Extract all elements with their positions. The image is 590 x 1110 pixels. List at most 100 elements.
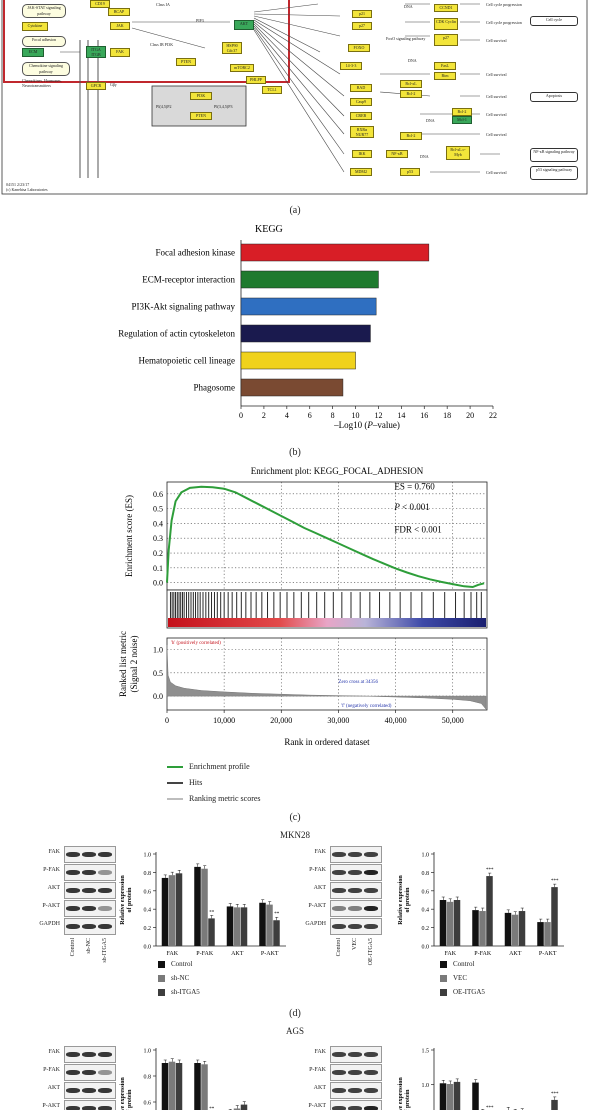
sig-1: *** bbox=[486, 1106, 494, 1110]
box-jak: JAK bbox=[110, 22, 130, 30]
text-cell-survival-6: Cell survival bbox=[486, 170, 507, 175]
bar-0-1 bbox=[446, 1083, 454, 1110]
category-label-2: AKT bbox=[509, 951, 522, 957]
bar-0-1 bbox=[168, 1061, 176, 1110]
bar-3-1 bbox=[266, 904, 273, 946]
panel-d-title: MKN28 bbox=[279, 830, 310, 840]
gsea-xtick-label-4: 40,000 bbox=[385, 716, 407, 725]
text-cell-survival-4: Cell survival bbox=[486, 112, 507, 117]
text-cell-survival-1: Cell survival bbox=[486, 38, 507, 43]
category-label-2: AKT bbox=[231, 951, 244, 957]
box-fak: FAK bbox=[110, 48, 130, 57]
y-tick-label-2: 0.8 bbox=[144, 1075, 152, 1081]
bar-2-2 bbox=[240, 907, 248, 946]
blot-band-3-2 bbox=[364, 905, 378, 911]
blot-band-0-0 bbox=[66, 851, 80, 857]
blot-label-3: P-AKT bbox=[308, 903, 326, 909]
blot-label-2: AKT bbox=[313, 885, 326, 891]
blot-label-4: GAPDH bbox=[39, 921, 60, 927]
blot-band-4-2 bbox=[364, 923, 378, 929]
box-casp9: Casp9 bbox=[350, 98, 372, 106]
legend-mkn28-knockdown: Control sh-NC sh-ITGA5 bbox=[158, 960, 248, 1004]
panel-label-d: (d) bbox=[289, 1008, 301, 1019]
box-rxra: RXRα NUR77 bbox=[350, 126, 374, 138]
gsea-title: Enrichment plot: KEGG_FOCAL_ADHESION bbox=[251, 466, 424, 476]
blot-band-0-2 bbox=[98, 1051, 112, 1057]
legend-item-0: Control bbox=[158, 960, 192, 968]
bar-1-0 bbox=[194, 866, 201, 946]
text-pi45: PI(4,5)P2 bbox=[156, 104, 172, 109]
box-mtorc2: mTORC2 bbox=[230, 64, 254, 72]
x-axis-label: –Log10 (P–value) bbox=[333, 420, 400, 430]
es-annotation-2-rest: < 0.001 bbox=[400, 502, 430, 512]
y-tick-label-3: 0.6 bbox=[144, 889, 152, 895]
gsea-legend: Enrichment profile Hits Ranking metric s… bbox=[167, 762, 367, 808]
sig-3: *** bbox=[551, 1092, 559, 1097]
legend-swatch-2 bbox=[158, 988, 165, 996]
bar-2-1 bbox=[511, 914, 519, 946]
box-bcl2b: Bcl-2 bbox=[452, 108, 472, 116]
bar-4 bbox=[240, 351, 356, 370]
ylabel-2: of protein bbox=[405, 887, 411, 913]
text-class-ia: Class IA bbox=[156, 2, 170, 7]
box-bcl2c: Bcl-2 bbox=[400, 132, 422, 140]
bar-0-1 bbox=[446, 901, 454, 946]
blot-band-1-0 bbox=[332, 869, 346, 875]
panel-label-c: (c) bbox=[289, 812, 301, 823]
blot-label-2: AKT bbox=[47, 1085, 60, 1091]
metric-ytick-label-0: 0.0 bbox=[153, 692, 163, 701]
bar-1-0 bbox=[472, 1082, 479, 1110]
legend-label-2: sh-ITGA5 bbox=[171, 988, 200, 996]
legend-item-1: VEC bbox=[440, 974, 467, 982]
blot-band-1-1 bbox=[348, 1069, 362, 1075]
box-1433: 14-3-3 bbox=[340, 62, 362, 70]
blot-label-1: P-FAK bbox=[43, 1067, 60, 1073]
legend-swatch-0 bbox=[440, 960, 447, 968]
blot-band-2-1 bbox=[82, 1087, 96, 1093]
text-class-ib: Class IB PI3K bbox=[150, 42, 174, 47]
y-tick-label-0: 0.0 bbox=[422, 945, 430, 951]
blot-band-1-0 bbox=[66, 869, 80, 875]
blot-band-1-1 bbox=[82, 1069, 96, 1075]
x-tick-label-7: 14 bbox=[397, 411, 405, 420]
blot-label-1: P-FAK bbox=[309, 867, 326, 873]
blot-band-2-0 bbox=[66, 1087, 80, 1093]
text-cell-survival-5: Cell survival bbox=[486, 132, 507, 137]
blot-band-2-1 bbox=[348, 1087, 362, 1093]
text-cell-cycle-prog-2: Cell cycle progression bbox=[486, 20, 522, 25]
ylabel-1: Relative expression bbox=[120, 875, 126, 925]
es-ytick-label-2: 0.2 bbox=[153, 549, 163, 558]
chart-title: KEGG bbox=[255, 224, 283, 235]
box-pten: PTEN bbox=[176, 58, 196, 66]
box-bad: BAD bbox=[350, 84, 372, 92]
blot-band-0-0 bbox=[66, 1051, 80, 1057]
box-hsp90: HSP90 Cdc37 bbox=[222, 42, 242, 54]
box-fasl: FasL bbox=[434, 62, 456, 70]
legend-label-0: Control bbox=[171, 960, 193, 968]
sig-3: ** bbox=[274, 912, 280, 917]
blot-label-3: P-AKT bbox=[42, 903, 60, 909]
box-tcl1: TCL1 bbox=[262, 86, 282, 94]
box-ikk: IKK bbox=[352, 150, 372, 158]
blot-lane-label-1: sh-NC bbox=[86, 938, 92, 954]
gsea-xtick-label-1: 10,000 bbox=[213, 716, 235, 725]
blot-band-2-2 bbox=[364, 887, 378, 893]
blot-label-2: AKT bbox=[313, 1085, 326, 1091]
box-nfkb: NF-κB bbox=[386, 150, 408, 158]
legend-swatch-2 bbox=[167, 797, 183, 800]
y-tick-label-2: 1.5 bbox=[422, 1049, 430, 1055]
category-label-3: Regulation of actin cytoskeleton bbox=[118, 329, 235, 339]
es-ytick-label-6: 0.6 bbox=[153, 490, 163, 499]
y-tick-label-5: 1.0 bbox=[422, 853, 430, 859]
x-tick-label-9: 18 bbox=[443, 411, 451, 420]
blot-band-3-1 bbox=[82, 905, 96, 911]
blot-label-0: FAK bbox=[48, 1049, 60, 1055]
legend-swatch-1 bbox=[167, 781, 183, 784]
ylabel-1: Relative expression bbox=[120, 1077, 126, 1110]
legend-item-2: sh-ITGA5 bbox=[158, 988, 200, 996]
legend-swatch-1 bbox=[440, 974, 447, 982]
blot-label-3: P-AKT bbox=[42, 1103, 60, 1109]
blot-band-2-2 bbox=[364, 1087, 378, 1093]
blot-band-0-1 bbox=[82, 851, 96, 857]
box-bclxl: Bcl-xL bbox=[400, 80, 422, 88]
